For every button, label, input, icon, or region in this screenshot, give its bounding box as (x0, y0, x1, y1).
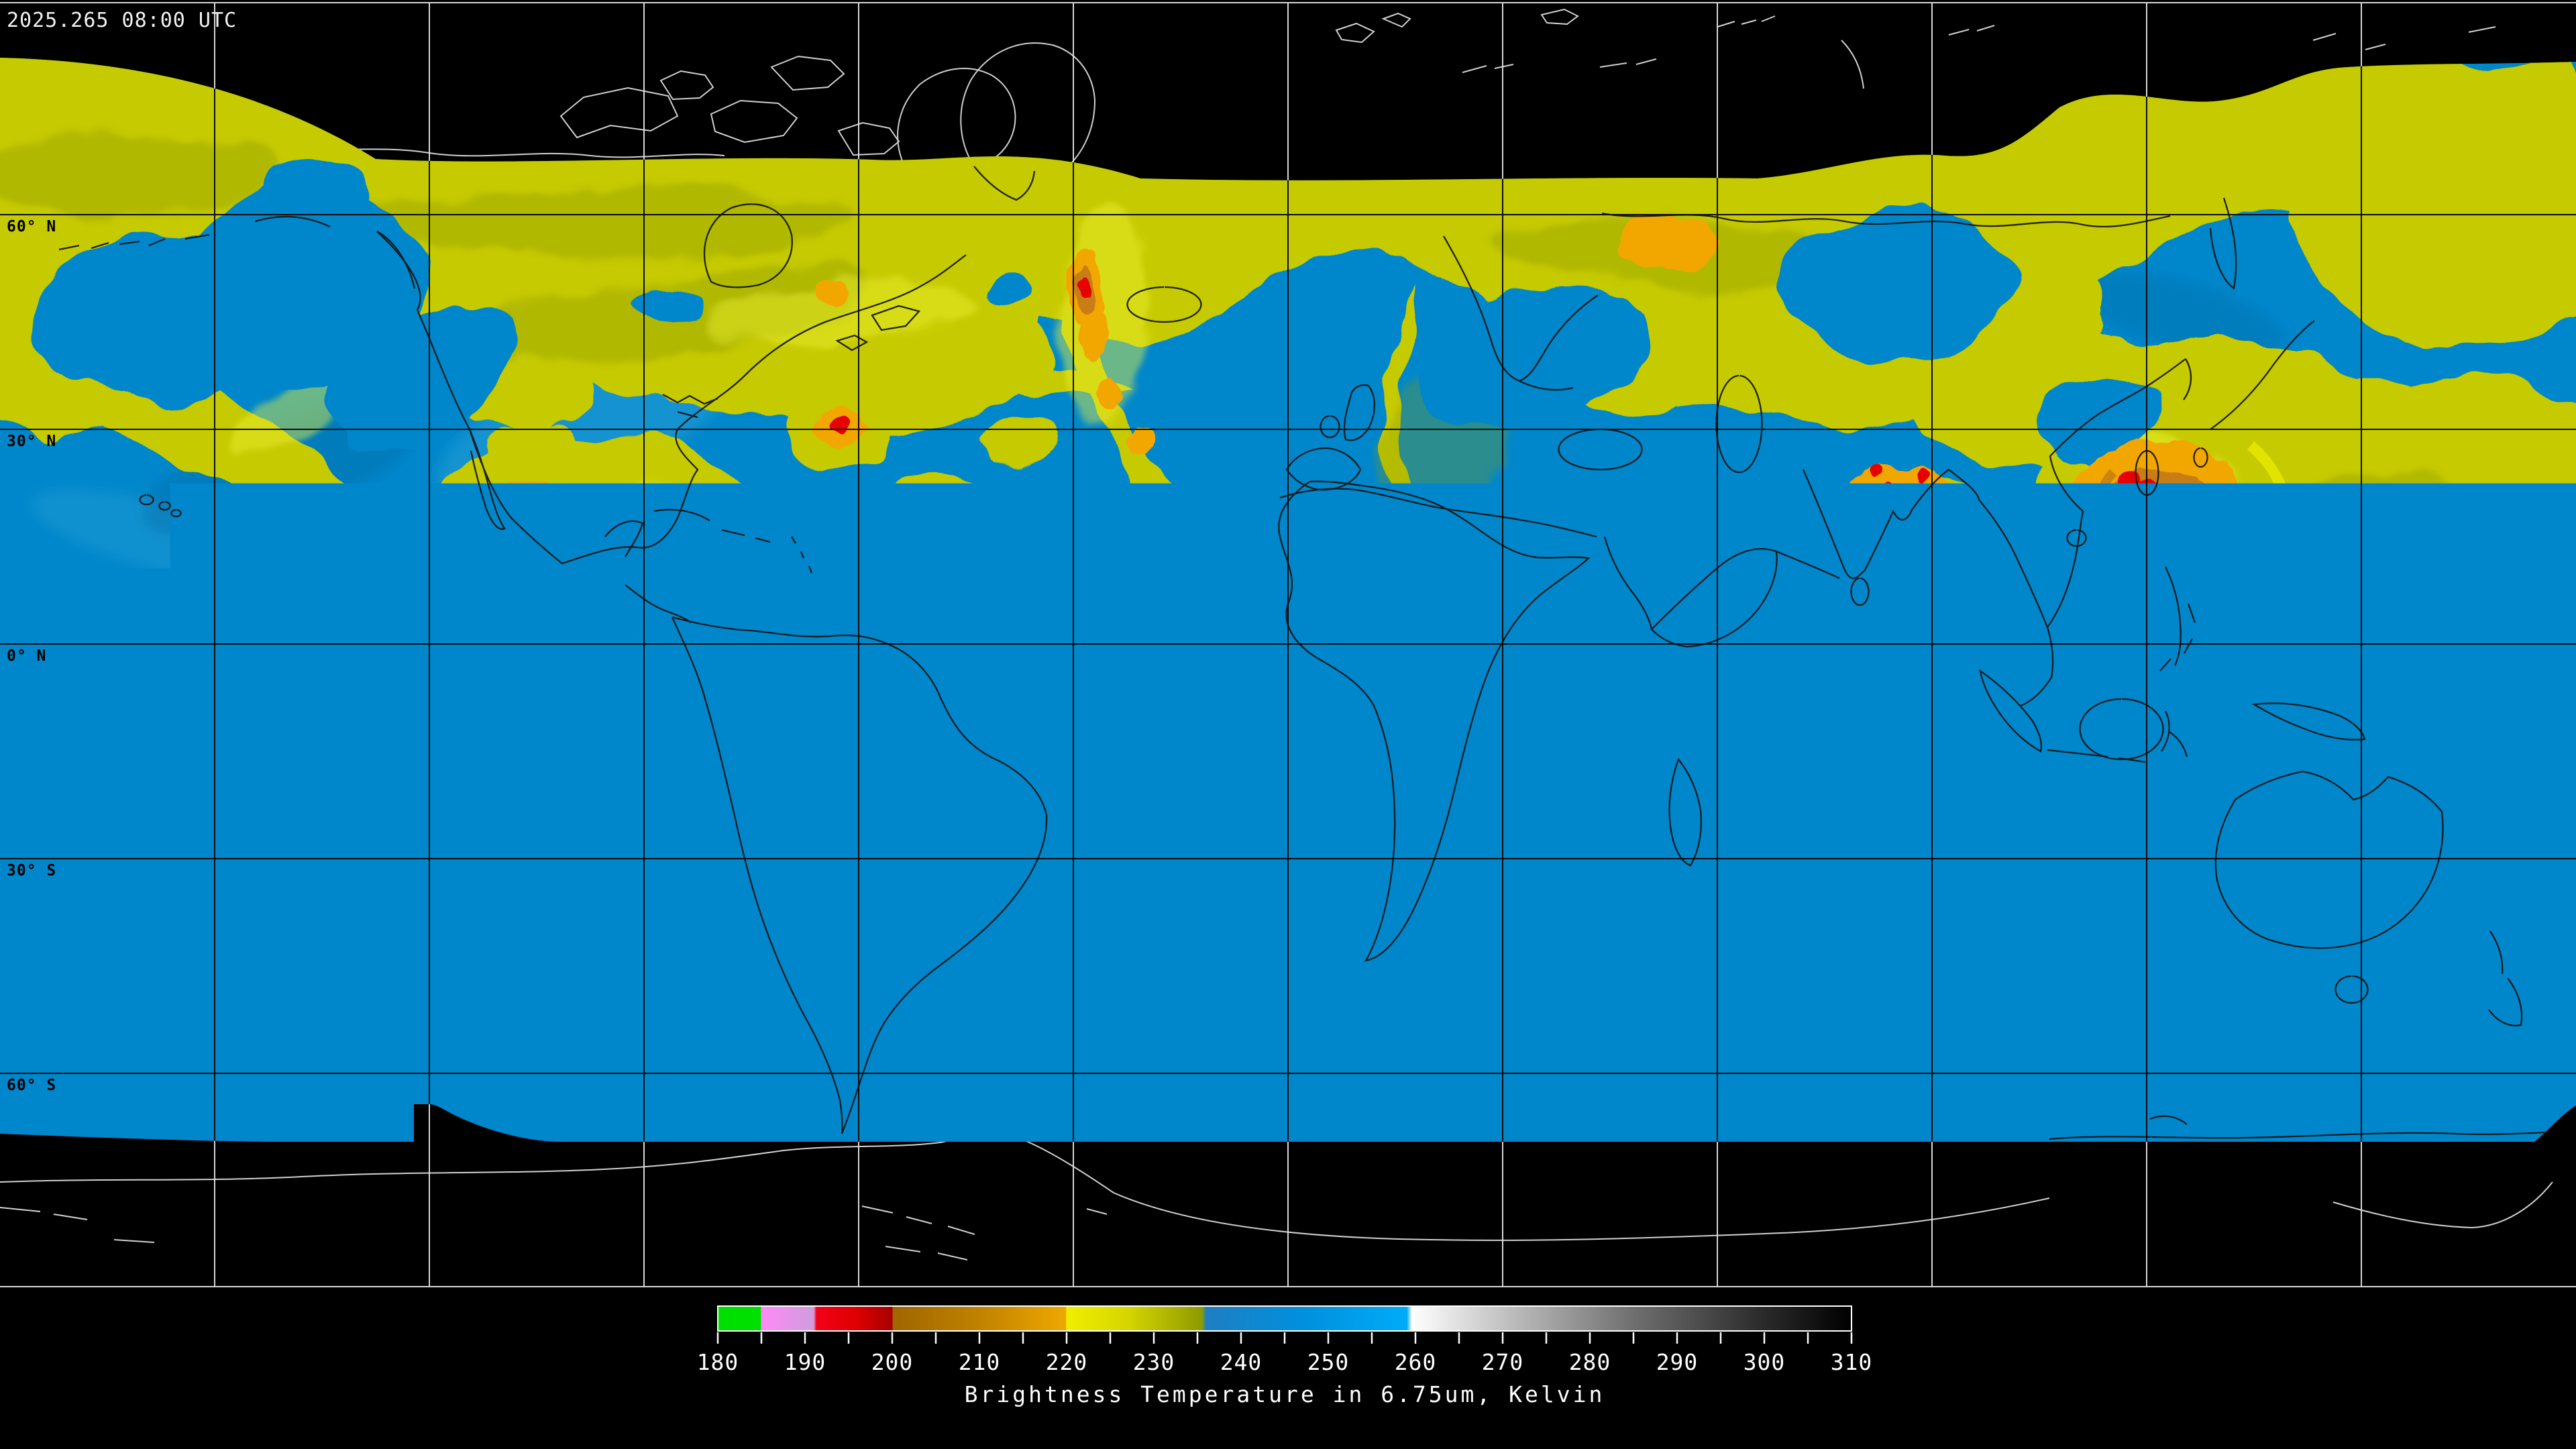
latitude-label: 30° S (7, 862, 56, 879)
colorbar-gradient (718, 1306, 1851, 1331)
colorbar-tick-label: 270 (1482, 1349, 1524, 1375)
typhoon-eye (2151, 500, 2166, 515)
colorbar-tick-label: 190 (784, 1349, 826, 1375)
colorbar-tick-label: 210 (959, 1349, 1001, 1375)
colorbar-tick-label: 250 (1307, 1349, 1350, 1375)
latitude-label: 30° N (7, 433, 56, 450)
colorbar-tick-label: 230 (1133, 1349, 1175, 1375)
satellite-data-layer (0, 0, 2576, 1288)
colorbar-caption: Brightness Temperature in 6.75um, Kelvin (965, 1381, 1605, 1407)
colorbar-tick-label: 240 (1220, 1349, 1263, 1375)
colorbar-tick-label: 310 (1831, 1349, 1873, 1375)
satellite-composite-canvas: 60° N 30° N 0° N 30° S 60° S 2025.265 08… (0, 0, 2576, 1449)
colorbar-tick-label: 260 (1395, 1349, 1437, 1375)
timestamp-label: 2025.265 08:00 UTC (7, 9, 237, 32)
colorbar-tick-label: 290 (1656, 1349, 1699, 1375)
colorbar-tick-label: 300 (1743, 1349, 1786, 1375)
colorbar-tick-label: 200 (871, 1349, 914, 1375)
latitude-label: 60° S (7, 1077, 56, 1094)
latitude-label: 0° N (7, 647, 46, 665)
colorbar-tick-label: 220 (1046, 1349, 1088, 1375)
latitude-label: 60° N (7, 218, 56, 235)
colorbar-tick-label: 180 (697, 1349, 739, 1375)
colorbar-tick-label: 280 (1569, 1349, 1611, 1375)
